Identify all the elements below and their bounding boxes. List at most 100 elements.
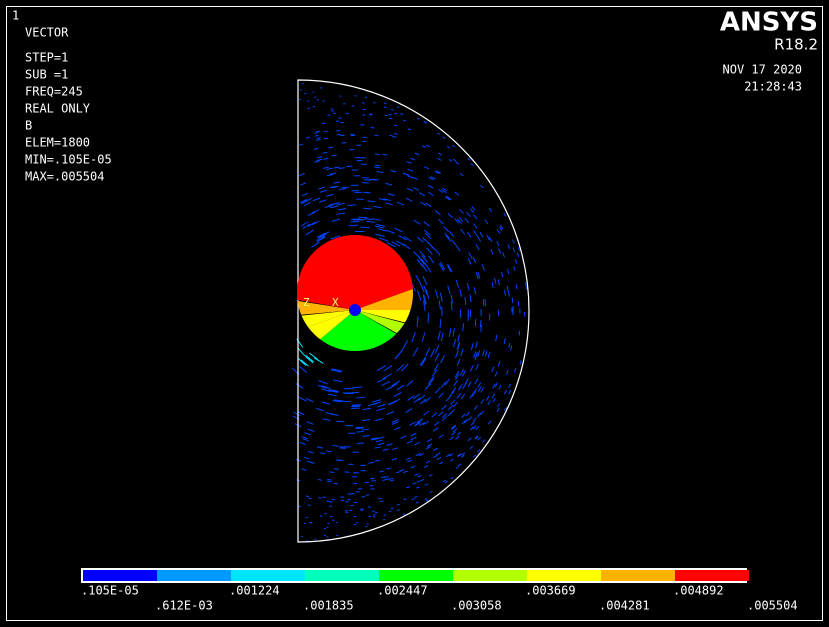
vector (304, 197, 312, 202)
vector (396, 503, 400, 506)
vector (307, 428, 315, 432)
vector (454, 373, 460, 380)
vector (464, 217, 469, 223)
vector (461, 419, 467, 425)
vector (426, 247, 433, 255)
vector (475, 244, 480, 251)
vector (306, 421, 314, 425)
vector (425, 202, 432, 208)
vector (321, 388, 331, 392)
vector (418, 421, 425, 427)
coil-sector (308, 310, 355, 340)
vector (382, 448, 389, 452)
vector (396, 201, 405, 206)
legend-label: .003058 (451, 599, 502, 613)
vector (452, 158, 457, 162)
vector (440, 355, 445, 364)
vector (460, 393, 466, 400)
vector (311, 220, 320, 226)
vector (477, 385, 482, 392)
vector (400, 435, 407, 439)
legend-swatch (83, 570, 157, 581)
vector (385, 182, 393, 186)
vector (318, 233, 328, 239)
vector (477, 412, 482, 418)
vector (480, 325, 483, 333)
vector (377, 403, 386, 408)
vector (454, 370, 460, 378)
vector (493, 277, 497, 284)
vector (467, 157, 471, 161)
vector (319, 189, 328, 193)
vector (370, 437, 378, 440)
vector (474, 435, 479, 440)
vector (451, 431, 456, 436)
vector (387, 400, 396, 406)
vector (462, 382, 467, 390)
vector (374, 166, 381, 169)
vector (496, 241, 500, 247)
vector (446, 195, 452, 201)
vector (424, 483, 429, 486)
vector (469, 393, 474, 399)
vector (419, 357, 426, 366)
vector (299, 441, 306, 445)
vector (405, 380, 414, 387)
vector (442, 187, 448, 192)
vector (508, 389, 512, 395)
vector (423, 221, 431, 227)
vector (504, 390, 508, 395)
vector (470, 343, 474, 351)
vector (416, 236, 424, 243)
vector (459, 172, 464, 177)
vector (388, 477, 394, 480)
vector (329, 390, 339, 393)
vector (423, 465, 429, 468)
vector (474, 351, 478, 359)
vector (419, 250, 427, 259)
vector (426, 443, 432, 448)
vector (458, 216, 464, 223)
vector (451, 425, 456, 431)
vector (307, 450, 314, 454)
vector (503, 338, 506, 344)
vector (326, 193, 334, 197)
vector (433, 363, 439, 372)
vector (332, 379, 343, 383)
vector (455, 161, 460, 165)
vector (451, 387, 457, 394)
vector (416, 486, 420, 489)
vector (336, 420, 345, 423)
info-line: ELEM=1800 (25, 136, 90, 150)
vector (336, 212, 346, 215)
vector (363, 191, 371, 194)
vector (512, 247, 516, 252)
vector (413, 219, 421, 225)
vector (445, 395, 452, 402)
vector (469, 294, 472, 303)
vector (422, 420, 429, 426)
vector (298, 98, 302, 101)
triad-x: X (332, 296, 339, 309)
vector (423, 285, 428, 296)
legend-label: .004281 (599, 599, 650, 613)
vector (475, 363, 479, 371)
vector (461, 370, 467, 377)
vector (510, 345, 513, 351)
vector (448, 158, 453, 162)
vector (462, 323, 465, 332)
vector (452, 144, 456, 148)
vector (386, 242, 396, 248)
vector (496, 407, 500, 412)
vector (305, 229, 314, 236)
vector (371, 480, 377, 482)
vector (507, 244, 511, 250)
vector (427, 241, 434, 249)
vector (414, 441, 421, 446)
info-line: B (25, 119, 32, 133)
vector (419, 398, 427, 405)
vector (403, 470, 408, 474)
vector (377, 436, 385, 439)
vector (420, 357, 427, 367)
vector (433, 447, 439, 452)
